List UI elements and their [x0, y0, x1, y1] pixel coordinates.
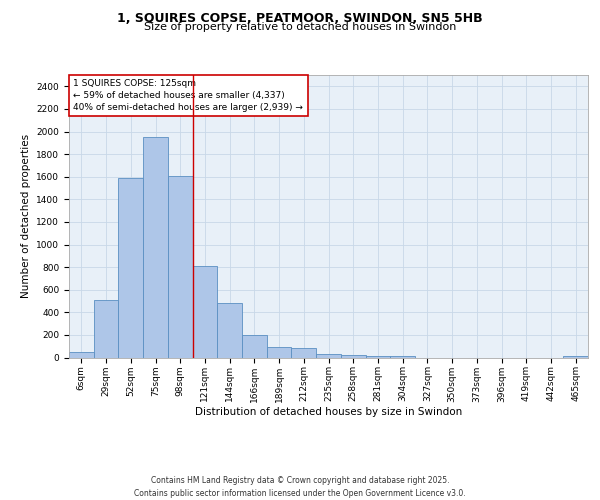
Bar	[69, 352, 94, 358]
Bar	[316, 354, 341, 358]
Bar	[563, 356, 588, 358]
Bar	[341, 355, 365, 358]
Bar	[193, 266, 217, 358]
Bar	[242, 335, 267, 357]
Bar	[118, 178, 143, 358]
Text: Size of property relative to detached houses in Swindon: Size of property relative to detached ho…	[144, 22, 456, 32]
Bar	[94, 300, 118, 358]
X-axis label: Distribution of detached houses by size in Swindon: Distribution of detached houses by size …	[195, 407, 462, 417]
Bar	[365, 356, 390, 358]
Text: 1, SQUIRES COPSE, PEATMOOR, SWINDON, SN5 5HB: 1, SQUIRES COPSE, PEATMOOR, SWINDON, SN5…	[117, 12, 483, 26]
Bar	[217, 304, 242, 358]
Bar	[292, 348, 316, 358]
Text: 1 SQUIRES COPSE: 125sqm
← 59% of detached houses are smaller (4,337)
40% of semi: 1 SQUIRES COPSE: 125sqm ← 59% of detache…	[73, 79, 303, 112]
Bar	[168, 176, 193, 358]
Y-axis label: Number of detached properties: Number of detached properties	[21, 134, 31, 298]
Text: Contains HM Land Registry data © Crown copyright and database right 2025.
Contai: Contains HM Land Registry data © Crown c…	[134, 476, 466, 498]
Bar	[267, 347, 292, 358]
Bar	[390, 356, 415, 358]
Bar	[143, 137, 168, 358]
